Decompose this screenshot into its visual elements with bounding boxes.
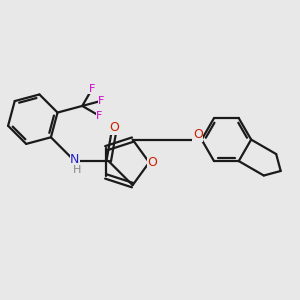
Text: O: O [109, 121, 119, 134]
Text: F: F [96, 111, 103, 121]
Text: F: F [89, 84, 95, 94]
Text: H: H [73, 165, 81, 175]
Text: O: O [193, 128, 203, 141]
Text: N: N [70, 153, 80, 166]
Text: F: F [98, 96, 105, 106]
Text: O: O [148, 156, 158, 169]
